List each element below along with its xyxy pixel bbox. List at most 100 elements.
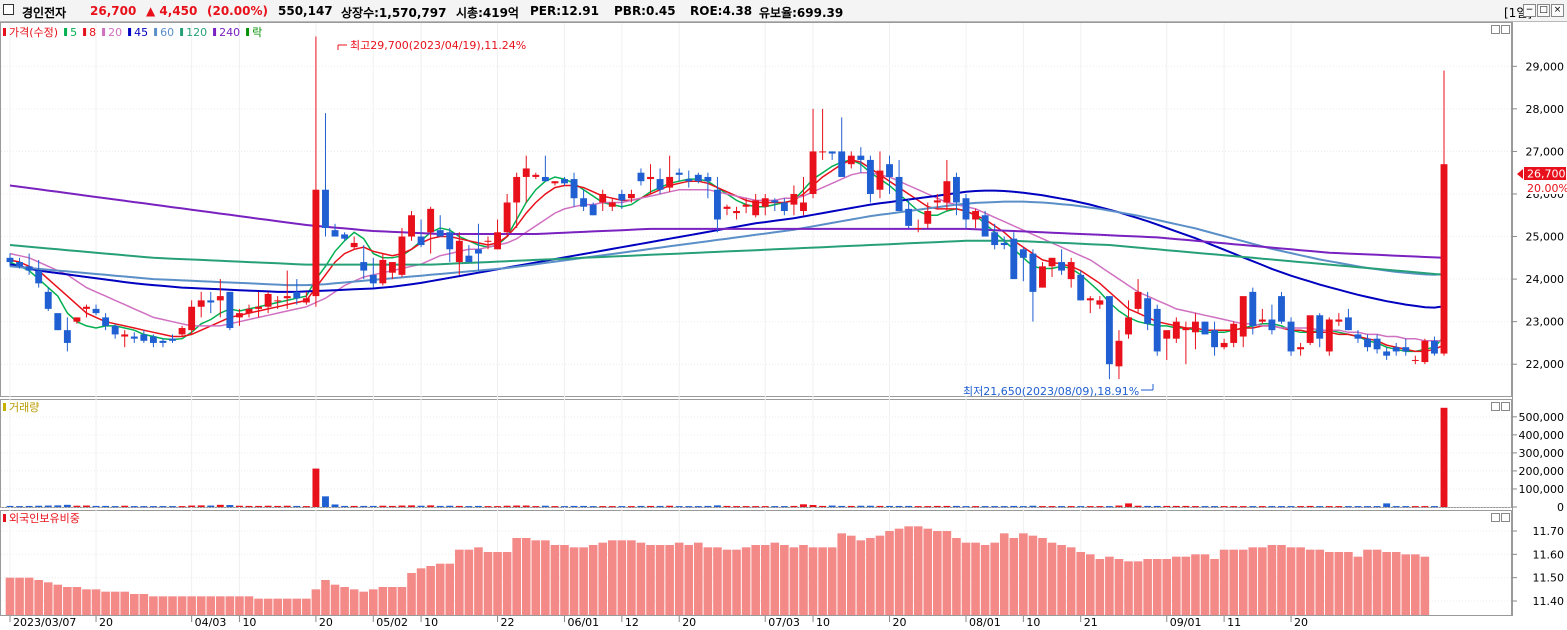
foreign-ratio-bar: [63, 587, 72, 615]
candle-body: [436, 230, 444, 237]
x-tick-label: 07/03: [768, 616, 800, 629]
volume-bar: [723, 505, 731, 507]
legend-swatch: [180, 28, 184, 36]
y-tick-label: 11.60: [1533, 548, 1565, 561]
candle-body: [1440, 164, 1448, 354]
foreign-ratio-bar: [1296, 547, 1305, 615]
foreign-ratio-bar: [875, 535, 885, 615]
volume-bar: [828, 505, 836, 507]
foreign-ratio-bar: [397, 587, 407, 615]
candle-body: [417, 236, 425, 246]
candle-body: [226, 291, 234, 329]
high-annotation: 최고29,700(2023/04/19),11.24%: [350, 39, 526, 52]
foreign-ratio-bar: [464, 549, 474, 615]
x-tick-label: 11: [1227, 616, 1241, 629]
volume-bar: [618, 506, 626, 508]
candle-body: [1239, 296, 1247, 337]
candle-body: [1019, 249, 1027, 258]
foreign-ratio-bar: [703, 547, 713, 615]
minimize-button[interactable]: −: [1523, 4, 1536, 17]
stock-chart[interactable]: 22,00023,00024,00025,00026,00027,00028,0…: [0, 22, 1567, 630]
volume-bar: [369, 505, 377, 507]
foreign-ratio-bar: [330, 584, 340, 615]
x-tick-label: 06/01: [567, 616, 599, 629]
foreign-ratio-bar: [1066, 547, 1076, 615]
panel-buttons[interactable]: [1491, 25, 1510, 522]
volume-bar: [1402, 506, 1410, 508]
volume-bar: [350, 505, 358, 507]
foreign-ratio-bar: [244, 596, 254, 615]
foreign-ratio-bar: [923, 528, 933, 615]
volume-bar: [83, 505, 90, 507]
foreign-ratio-bar: [91, 589, 101, 615]
foreign-ratio-bar: [1391, 552, 1401, 615]
candle-body: [847, 155, 855, 165]
volume-bar: [886, 505, 893, 507]
foreign-ratio-bar: [378, 587, 388, 615]
candle-body: [589, 204, 597, 216]
x-tick-label: 08/01: [969, 616, 1001, 629]
volume-bar: [1096, 506, 1104, 508]
foreign-ratio-bar: [1124, 561, 1133, 615]
foreign-ratio-bar: [483, 552, 493, 615]
foreign-ratio-bar: [588, 545, 598, 615]
title-bar: 경인전자 26,700 ▲ 4,450 (20.00%) 550,147 상장수…: [0, 0, 1567, 22]
foreign-ratio-bar: [235, 596, 244, 615]
foreign-ratio-bar: [1009, 538, 1019, 615]
volume-bar: [63, 504, 71, 507]
foreign-ratio-bar: [187, 596, 196, 615]
stock-name: 경인전자: [22, 6, 67, 20]
foreign-ratio-bar: [1200, 554, 1210, 615]
candle-body: [455, 240, 463, 263]
candle-body: [1325, 319, 1333, 352]
foreign-ratio-bar: [846, 535, 856, 615]
x-tick-label: 2023/03/07: [13, 616, 76, 629]
candle-body: [188, 306, 196, 331]
volume-bar: [685, 506, 693, 508]
volume-bar: [1048, 506, 1056, 508]
volume-bar: [484, 506, 492, 508]
candle-body: [63, 330, 71, 343]
volume-bar: [302, 506, 310, 508]
foreign-ratio-bar: [34, 580, 43, 615]
candle-body: [331, 230, 339, 237]
candle-body: [1000, 242, 1008, 246]
select-checkbox[interactable]: [3, 4, 14, 15]
close-button[interactable]: ×: [1551, 4, 1564, 17]
foreign-panel-title: 외국인보유비중: [9, 512, 80, 525]
candle-body: [561, 179, 568, 184]
candle-body: [1402, 347, 1410, 352]
candle-body: [35, 270, 43, 284]
volume-bar: [1191, 506, 1199, 508]
foreign-ratio-bar: [569, 547, 579, 615]
legend-swatch: [213, 28, 217, 36]
restore-button[interactable]: □: [1537, 4, 1550, 17]
candle-body: [790, 193, 798, 205]
candle-body: [408, 215, 415, 237]
candle-body: [838, 151, 846, 177]
candle-body: [274, 300, 282, 302]
x-tick-label: 20: [99, 616, 113, 629]
foreign-ratio-bar: [627, 540, 636, 615]
candle-body: [1373, 338, 1381, 350]
foreign-ratio-bar: [760, 545, 770, 615]
foreign-ratio-bar: [541, 540, 550, 615]
foreign-ratio-bars: [5, 526, 1430, 615]
foreign-ratio-bar: [129, 594, 139, 615]
x-tick-label: 09/01: [1170, 616, 1202, 629]
volume-bar: [809, 505, 817, 507]
foreign-ratio-bar: [837, 533, 847, 615]
candle-body: [943, 181, 951, 203]
candle-body: [1344, 317, 1352, 331]
volume-bar: [561, 506, 568, 508]
volume-bar: [1344, 506, 1352, 508]
foreign-ratio-bar: [732, 549, 741, 615]
foreign-ratio-bar: [866, 538, 875, 615]
candle-body: [1316, 315, 1324, 339]
foreign-ratio-bar: [1382, 552, 1391, 615]
candle-body: [1039, 266, 1046, 288]
y-tick-label: 29,000: [1526, 60, 1565, 73]
foreign-ratio-bar: [1353, 556, 1363, 615]
candle-body: [972, 211, 980, 220]
x-tick-label: 10: [1026, 616, 1040, 629]
